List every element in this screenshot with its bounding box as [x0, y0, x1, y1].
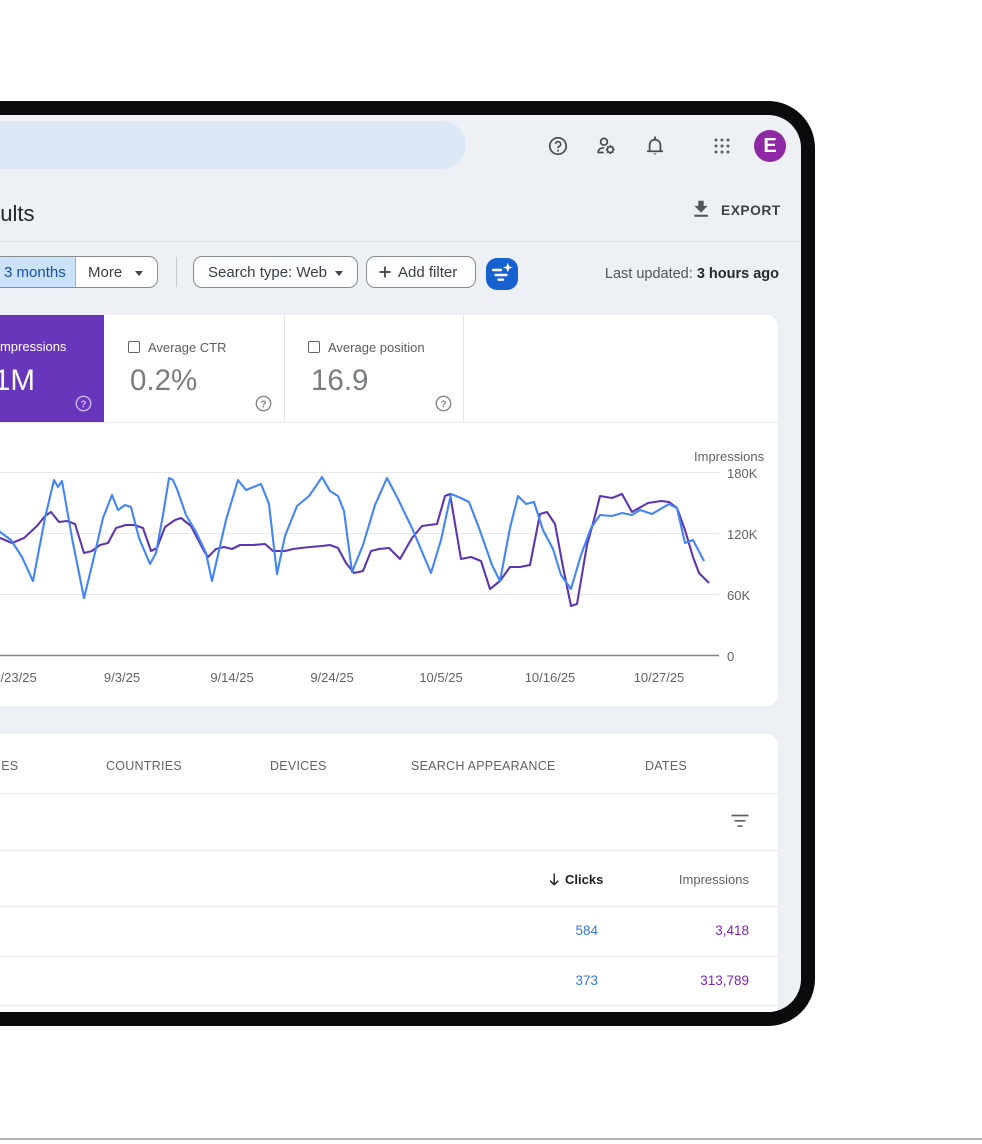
svg-text:?: ? — [440, 399, 446, 410]
svg-text:?: ? — [80, 399, 86, 410]
svg-text:?: ? — [260, 399, 266, 410]
